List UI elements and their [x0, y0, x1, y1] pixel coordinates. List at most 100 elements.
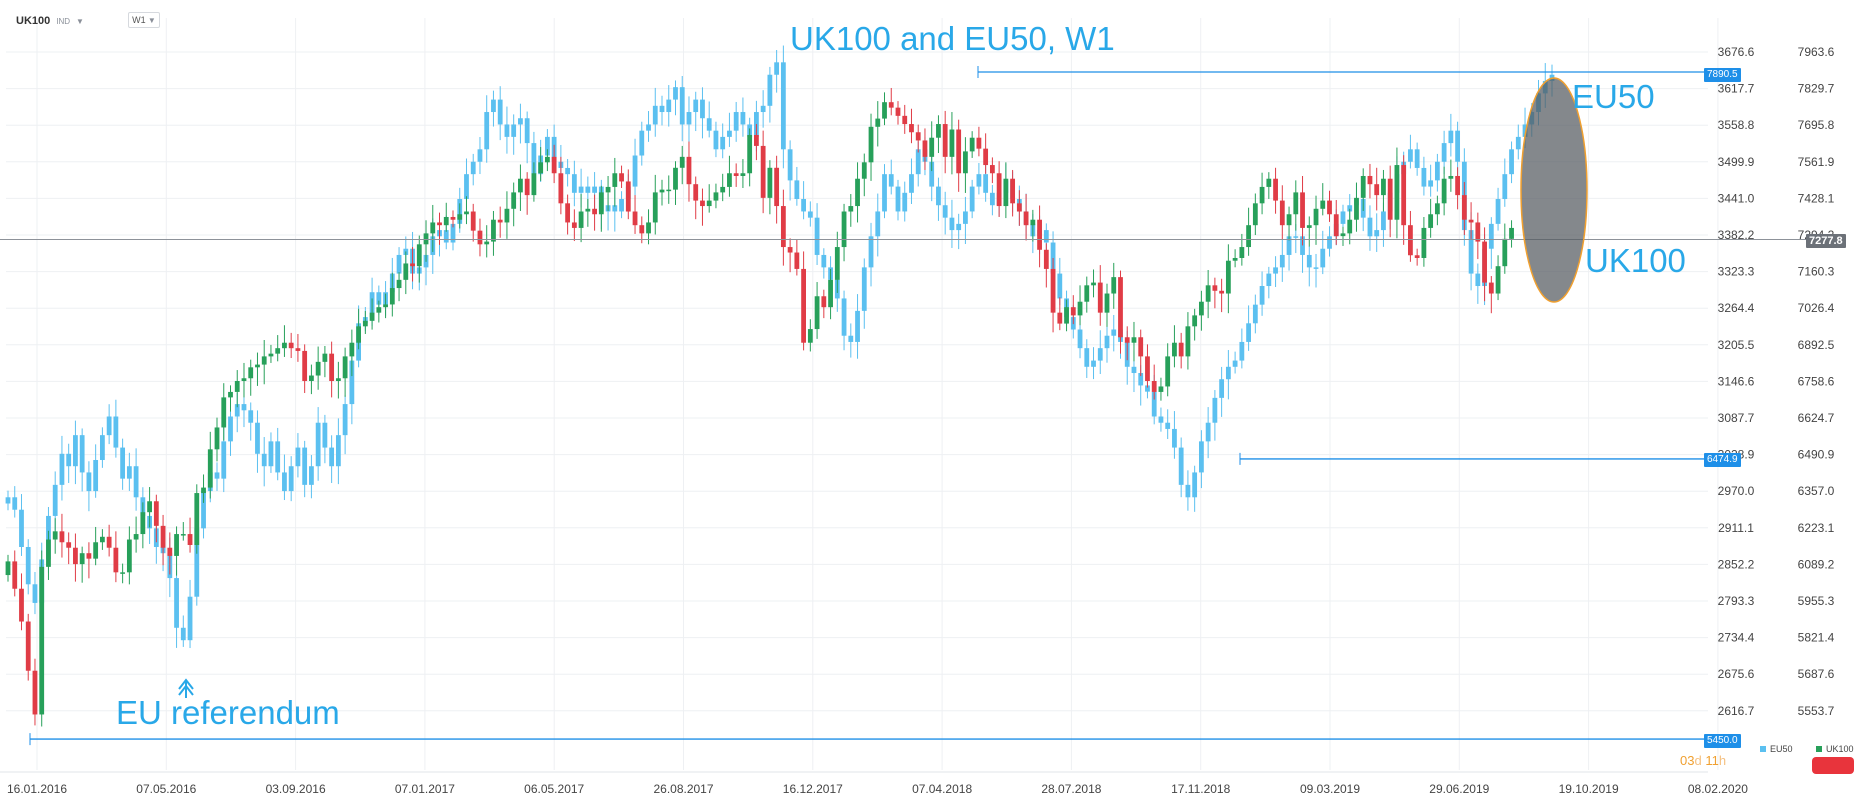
uk100-candle	[598, 192, 604, 215]
uk100-candle	[1320, 200, 1326, 209]
uk100-candle	[828, 279, 833, 308]
uk100-candle	[1360, 175, 1366, 198]
uk100-candle	[1131, 337, 1137, 343]
eu50-candle	[1138, 373, 1144, 386]
x-tick-label: 29.06.2019	[1429, 782, 1489, 796]
eu50-candle	[1172, 428, 1177, 448]
uk100-candle	[477, 230, 483, 245]
uk100-candle	[1482, 241, 1487, 283]
uk100-candle	[551, 156, 557, 174]
uk100-candle	[504, 208, 510, 223]
uk100-series	[5, 87, 1514, 727]
eu50-candle	[868, 236, 874, 268]
uk100-candle	[288, 342, 294, 349]
y-right-tick-label: 6223.1	[1798, 521, 1835, 535]
uk100-candle	[727, 173, 732, 187]
eu50-candle	[531, 143, 537, 175]
y-left-tick-label: 3264.4	[1718, 301, 1755, 315]
eu50-candle	[113, 416, 119, 448]
uk100-candle	[619, 173, 624, 182]
eu50-candle	[983, 174, 989, 193]
uk100-candle	[464, 211, 469, 215]
up-arrow-icon	[178, 678, 194, 698]
eu50-candle	[12, 497, 18, 510]
uk100-candle	[153, 501, 159, 526]
y-right-tick-label: 5821.4	[1798, 631, 1835, 645]
eu50-candle	[1313, 267, 1319, 269]
legend-item-uk100[interactable]: UK100	[1816, 744, 1854, 754]
eu50-candle	[585, 186, 591, 193]
sell-button[interactable]	[1812, 757, 1854, 774]
uk100-candle	[996, 173, 1002, 207]
uk100-candle	[942, 124, 948, 157]
eu50-candle	[1468, 230, 1474, 274]
uk100-candle	[25, 621, 31, 671]
uk100-candle	[147, 501, 152, 513]
symbol-label[interactable]: UK100	[16, 15, 51, 27]
uk100-candle	[248, 367, 254, 379]
uk100-candle	[571, 222, 577, 228]
uk100-candle	[1468, 219, 1474, 223]
eu50-candle	[666, 99, 672, 113]
y-left-tick-label: 3499.9	[1718, 155, 1755, 169]
uk100-candle	[167, 547, 173, 556]
uk100-candle	[423, 233, 429, 245]
eu50-candle	[794, 180, 800, 200]
timeframe-select[interactable]: W1 ▼	[128, 12, 160, 28]
uk100-candle	[1232, 257, 1238, 261]
eu50-candle	[450, 223, 456, 243]
eu50-candle	[1151, 391, 1157, 417]
price-tag-mid: 6474.9	[1704, 453, 1741, 467]
eu50-candle	[180, 627, 186, 641]
uk100-candle	[1428, 214, 1434, 228]
uk100-candle	[1084, 285, 1090, 302]
uk100-candle	[396, 279, 402, 289]
eu50-candle	[396, 254, 402, 274]
eu50-candle	[780, 62, 786, 150]
uk100-candle	[1097, 282, 1103, 313]
eu50-candle	[275, 441, 281, 473]
uk100-candle	[1118, 277, 1123, 338]
legend-item-eu50[interactable]: EU50	[1760, 744, 1793, 754]
uk100-candle	[1293, 192, 1299, 215]
uk100-candle	[59, 531, 65, 543]
y-right-tick-label: 6357.0	[1798, 484, 1835, 498]
y-right-tick-label: 7561.9	[1798, 155, 1835, 169]
uk100-candle	[1124, 337, 1130, 343]
uk100-candle	[12, 561, 18, 589]
uk100-candle	[1037, 219, 1042, 250]
uk100-candle	[1178, 342, 1184, 357]
chart-toolbar: UK100 IND ▼	[16, 10, 84, 32]
uk100-candle	[848, 206, 854, 212]
uk100-candle	[335, 378, 341, 381]
eu50-candle	[1273, 267, 1278, 274]
y-left-tick-label: 2793.3	[1718, 594, 1755, 608]
eu50-candle	[106, 416, 112, 436]
uk100-candle	[430, 222, 436, 234]
uk100-candle	[443, 216, 449, 226]
uk100-candle	[1401, 165, 1407, 226]
uk100-candle	[1070, 307, 1076, 316]
eu50-candle	[241, 404, 247, 411]
uk100-candle	[1030, 219, 1036, 226]
uk100-candle	[585, 208, 591, 212]
uk100-candle	[410, 263, 415, 267]
uk100-candle	[814, 296, 820, 330]
eu50-candle	[1043, 230, 1049, 243]
uk100-candle	[180, 534, 186, 536]
chevron-down-icon[interactable]: ▼	[76, 16, 84, 26]
y-left-tick-label: 3441.0	[1718, 191, 1755, 205]
y-right-tick-label: 7695.8	[1798, 118, 1835, 132]
eu50-candle	[936, 186, 941, 206]
eu50-candle	[544, 136, 550, 156]
uk100-candle	[46, 539, 51, 567]
eu50-candle	[464, 174, 469, 200]
legend-swatch-eu50	[1760, 746, 1766, 752]
eu50-candle	[214, 472, 220, 479]
eu50-candle	[1441, 143, 1447, 162]
y-left-tick-label: 3676.6	[1718, 45, 1755, 59]
eu50-candle	[902, 192, 908, 212]
uk100-candle	[969, 137, 975, 152]
eu50-candle	[1212, 397, 1218, 423]
